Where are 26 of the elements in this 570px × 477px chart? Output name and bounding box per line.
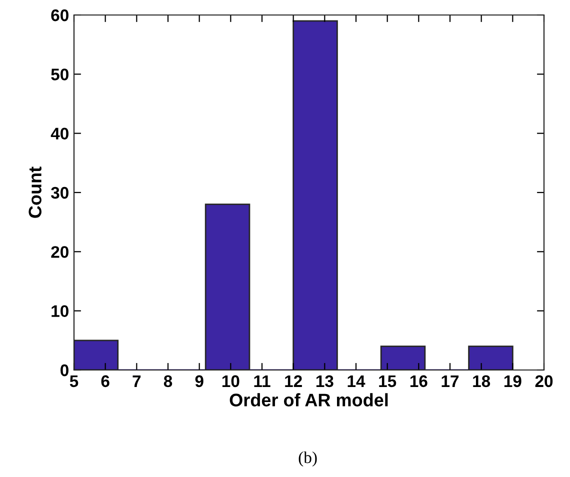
x-tick-label: 8 (164, 375, 172, 388)
x-tick-label: 14 (348, 375, 366, 387)
x-tick-label: 11 (254, 375, 270, 387)
x-tick-label: 18 (473, 375, 490, 388)
x-axis-title: Order of AR model (230, 393, 388, 406)
x-tick-label: 13 (316, 375, 334, 388)
x-tick-label: 6 (101, 375, 110, 388)
x-tick-label: 7 (132, 375, 141, 387)
y-axis-title: Count (28, 166, 42, 218)
x-tick-label: 10 (222, 375, 240, 388)
y-tick-label: 30 (50, 186, 68, 199)
x-tick-label: 12 (285, 375, 302, 387)
x-tick-label: 17 (442, 375, 459, 387)
y-tick-label: 20 (51, 246, 68, 258)
y-tick-label: 0 (60, 364, 68, 376)
x-tick-label: 9 (195, 375, 204, 388)
y-tick-label: 40 (50, 128, 68, 140)
y-tick-label: 10 (52, 305, 68, 318)
y-tick-label: 60 (51, 9, 68, 22)
x-tick-label: 16 (410, 375, 428, 388)
x-tick-label: 15 (379, 375, 396, 388)
text: (b) (298, 451, 317, 467)
x-tick-label: 20 (535, 375, 553, 388)
x-tick-label: 5 (70, 375, 78, 388)
x-tick-label: 19 (504, 375, 522, 388)
y-tick-label: 50 (51, 68, 68, 80)
